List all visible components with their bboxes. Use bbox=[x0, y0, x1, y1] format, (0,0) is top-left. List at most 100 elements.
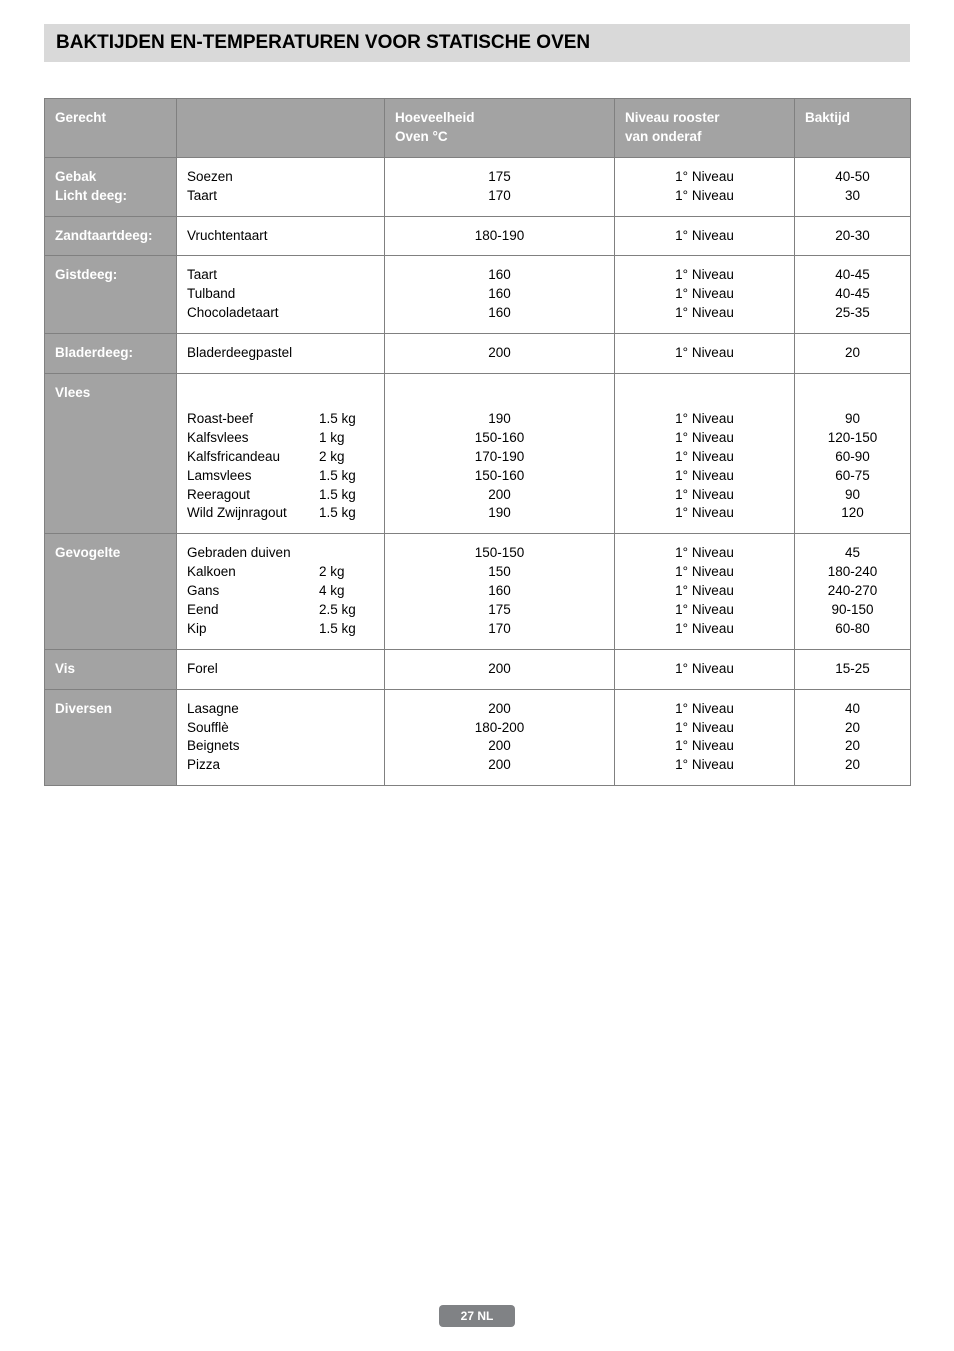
tijd-value: 20 bbox=[805, 737, 900, 756]
temp-value: 150-160 bbox=[395, 467, 604, 486]
dish-weight: 2 kg bbox=[319, 563, 374, 582]
temp-value: 160 bbox=[395, 266, 604, 285]
niveau-value: 1° Niveau bbox=[625, 285, 784, 304]
table-header-row: Gerecht Hoeveelheid Oven °C Niveau roost… bbox=[45, 99, 911, 158]
gevogelte-tijd: 45 180-240 240-270 90-150 60-80 bbox=[795, 534, 911, 649]
dish-weight: 1 kg bbox=[319, 429, 374, 448]
header-hoeveelheid: Hoeveelheid Oven °C bbox=[385, 99, 615, 158]
niveau-value: 1° Niveau bbox=[625, 448, 784, 467]
niveau-value: 1° Niveau bbox=[625, 544, 784, 563]
gistdeeg-niveau: 1° Niveau 1° Niveau 1° Niveau bbox=[615, 256, 795, 334]
temp-value: 175 bbox=[395, 168, 604, 187]
tijd-value: 120 bbox=[805, 504, 900, 523]
niveau-value: 1° Niveau bbox=[625, 582, 784, 601]
vis-tijd: 15-25 bbox=[795, 649, 911, 689]
dish-name: Soezen bbox=[187, 168, 374, 187]
label-gevogelte: Gevogelte bbox=[45, 534, 177, 649]
row-gevogelte: Gevogelte Gebraden duiven Kalkoen Gans E… bbox=[45, 534, 911, 649]
niveau-value: 1° Niveau bbox=[625, 187, 784, 206]
dish-weight: 1.5 kg bbox=[319, 410, 374, 429]
page-number: 27 NL bbox=[439, 1305, 516, 1327]
vlees-dishes: Roast-beef Kalfsvlees Kalfsfricandeau La… bbox=[177, 374, 385, 534]
label-bladerdeeg: Bladerdeeg: bbox=[45, 334, 177, 374]
tijd-value: 25-35 bbox=[805, 304, 900, 323]
niveau-value: 1° Niveau bbox=[625, 719, 784, 738]
tijd-value: 20 bbox=[805, 719, 900, 738]
niveau-value: 1° Niveau bbox=[625, 410, 784, 429]
gevogelte-dishes: Gebraden duiven Kalkoen Gans Eend Kip 2 … bbox=[177, 534, 385, 649]
dish-weight: 4 kg bbox=[319, 582, 374, 601]
dish-name: Kalkoen bbox=[187, 563, 319, 582]
zandtaart-temp: 180-190 bbox=[385, 216, 615, 256]
dish-name: Roast-beef bbox=[187, 410, 319, 429]
gistdeeg-tijd: 40-45 40-45 25-35 bbox=[795, 256, 911, 334]
temp-value: 160 bbox=[395, 304, 604, 323]
dish-name: Taart bbox=[187, 187, 374, 206]
niveau-value: 1° Niveau bbox=[625, 504, 784, 523]
tijd-value: 40-50 bbox=[805, 168, 900, 187]
temp-value: 150 bbox=[395, 563, 604, 582]
tijd-value: 90 bbox=[805, 486, 900, 505]
dish-weight: 1.5 kg bbox=[319, 467, 374, 486]
gebak-temps: 175 170 bbox=[385, 157, 615, 216]
temp-value: 200 bbox=[395, 486, 604, 505]
niveau-value: 1° Niveau bbox=[625, 737, 784, 756]
row-gistdeeg: Gistdeeg: Taart Tulband Chocoladetaart 1… bbox=[45, 256, 911, 334]
tijd-value: 45 bbox=[805, 544, 900, 563]
dish-weight: 1.5 kg bbox=[319, 620, 374, 639]
niveau-value: 1° Niveau bbox=[625, 486, 784, 505]
tijd-value: 120-150 bbox=[805, 429, 900, 448]
label-gebak-l2: Licht deeg: bbox=[55, 188, 127, 203]
diversen-temps: 200 180-200 200 200 bbox=[385, 689, 615, 786]
row-gebak: Gebak Licht deeg: Soezen Taart 175 170 1… bbox=[45, 157, 911, 216]
header-gerecht: Gerecht bbox=[45, 99, 177, 158]
dish-name: Reeragout bbox=[187, 486, 319, 505]
temp-value: 190 bbox=[395, 410, 604, 429]
tijd-value: 90 bbox=[805, 410, 900, 429]
niveau-value: 1° Niveau bbox=[625, 620, 784, 639]
dish-name: Chocoladetaart bbox=[187, 304, 374, 323]
diversen-dishes: Lasagne Soufflè Beignets Pizza bbox=[177, 689, 385, 786]
dish-name: Pizza bbox=[187, 756, 374, 775]
gistdeeg-temps: 160 160 160 bbox=[385, 256, 615, 334]
header-hoeveelheid-l1: Hoeveelheid bbox=[395, 110, 475, 125]
label-gebak-l1: Gebak bbox=[55, 169, 96, 184]
dish-weight: 2 kg bbox=[319, 448, 374, 467]
tijd-value: 40 bbox=[805, 700, 900, 719]
niveau-value: 1° Niveau bbox=[625, 756, 784, 775]
tijd-value: 40-45 bbox=[805, 285, 900, 304]
label-diversen: Diversen bbox=[45, 689, 177, 786]
row-zandtaart: Zandtaartdeeg: Vruchtentaart 180-190 1° … bbox=[45, 216, 911, 256]
baking-table: Gerecht Hoeveelheid Oven °C Niveau roost… bbox=[44, 98, 911, 786]
page-title: BAKTIJDEN EN-TEMPERATUREN VOOR STATISCHE… bbox=[44, 24, 910, 62]
niveau-value: 1° Niveau bbox=[625, 467, 784, 486]
vis-niveau: 1° Niveau bbox=[615, 649, 795, 689]
tijd-value: 240-270 bbox=[805, 582, 900, 601]
gistdeeg-dishes: Taart Tulband Chocoladetaart bbox=[177, 256, 385, 334]
header-niveau: Niveau rooster van onderaf bbox=[615, 99, 795, 158]
vis-temp: 200 bbox=[385, 649, 615, 689]
dish-weight: 1.5 kg bbox=[319, 486, 374, 505]
label-vlees: Vlees bbox=[45, 374, 177, 534]
tijd-value: 60-75 bbox=[805, 467, 900, 486]
dish-name: Eend bbox=[187, 601, 319, 620]
temp-value: 150-150 bbox=[395, 544, 604, 563]
row-diversen: Diversen Lasagne Soufflè Beignets Pizza … bbox=[45, 689, 911, 786]
tijd-value: 20 bbox=[805, 756, 900, 775]
label-zandtaart: Zandtaartdeeg: bbox=[45, 216, 177, 256]
gevogelte-temps: 150-150 150 160 175 170 bbox=[385, 534, 615, 649]
temp-value: 200 bbox=[395, 737, 604, 756]
vis-dish: Forel bbox=[177, 649, 385, 689]
zandtaart-niveau: 1° Niveau bbox=[615, 216, 795, 256]
temp-value: 190 bbox=[395, 504, 604, 523]
dish-name: Soufflè bbox=[187, 719, 374, 738]
vlees-niveau: 1° Niveau 1° Niveau 1° Niveau 1° Niveau … bbox=[615, 374, 795, 534]
temp-value: 160 bbox=[395, 285, 604, 304]
temp-value: 175 bbox=[395, 601, 604, 620]
page: BAKTIJDEN EN-TEMPERATUREN VOOR STATISCHE… bbox=[0, 0, 954, 1351]
vlees-tijd: 90 120-150 60-90 60-75 90 120 bbox=[795, 374, 911, 534]
header-empty bbox=[177, 99, 385, 158]
diversen-niveau: 1° Niveau 1° Niveau 1° Niveau 1° Niveau bbox=[615, 689, 795, 786]
temp-value: 170 bbox=[395, 187, 604, 206]
niveau-value: 1° Niveau bbox=[625, 429, 784, 448]
